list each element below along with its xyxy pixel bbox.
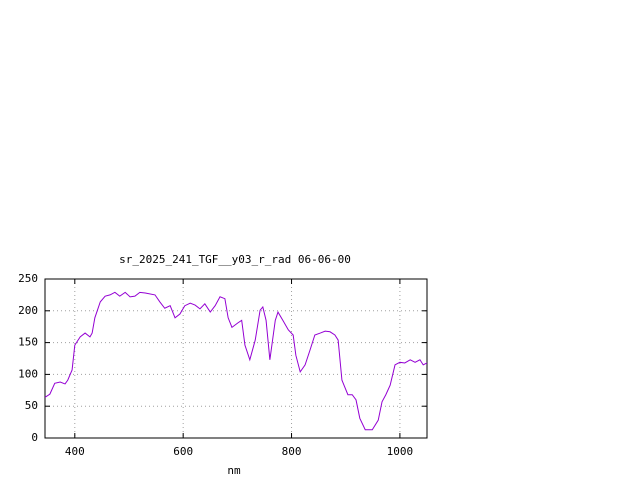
y-tick-label: 50	[25, 399, 38, 412]
y-tick-label: 200	[18, 304, 38, 317]
x-tick-label: 600	[173, 445, 193, 458]
x-tick-label: 1000	[387, 445, 414, 458]
chart-title: sr_2025_241_TGF__y03_r_rad 06-06-00	[119, 253, 351, 266]
y-tick-label: 100	[18, 367, 38, 380]
y-tick-label: 150	[18, 336, 38, 349]
y-tick-label: 250	[18, 272, 38, 285]
x-axis-label: nm	[227, 464, 241, 477]
data-line	[44, 291, 428, 431]
x-tick-label: 800	[282, 445, 302, 458]
x-tick-label: 400	[65, 445, 85, 458]
y-tick-label: 0	[31, 431, 38, 444]
plot-frame	[44, 278, 428, 439]
